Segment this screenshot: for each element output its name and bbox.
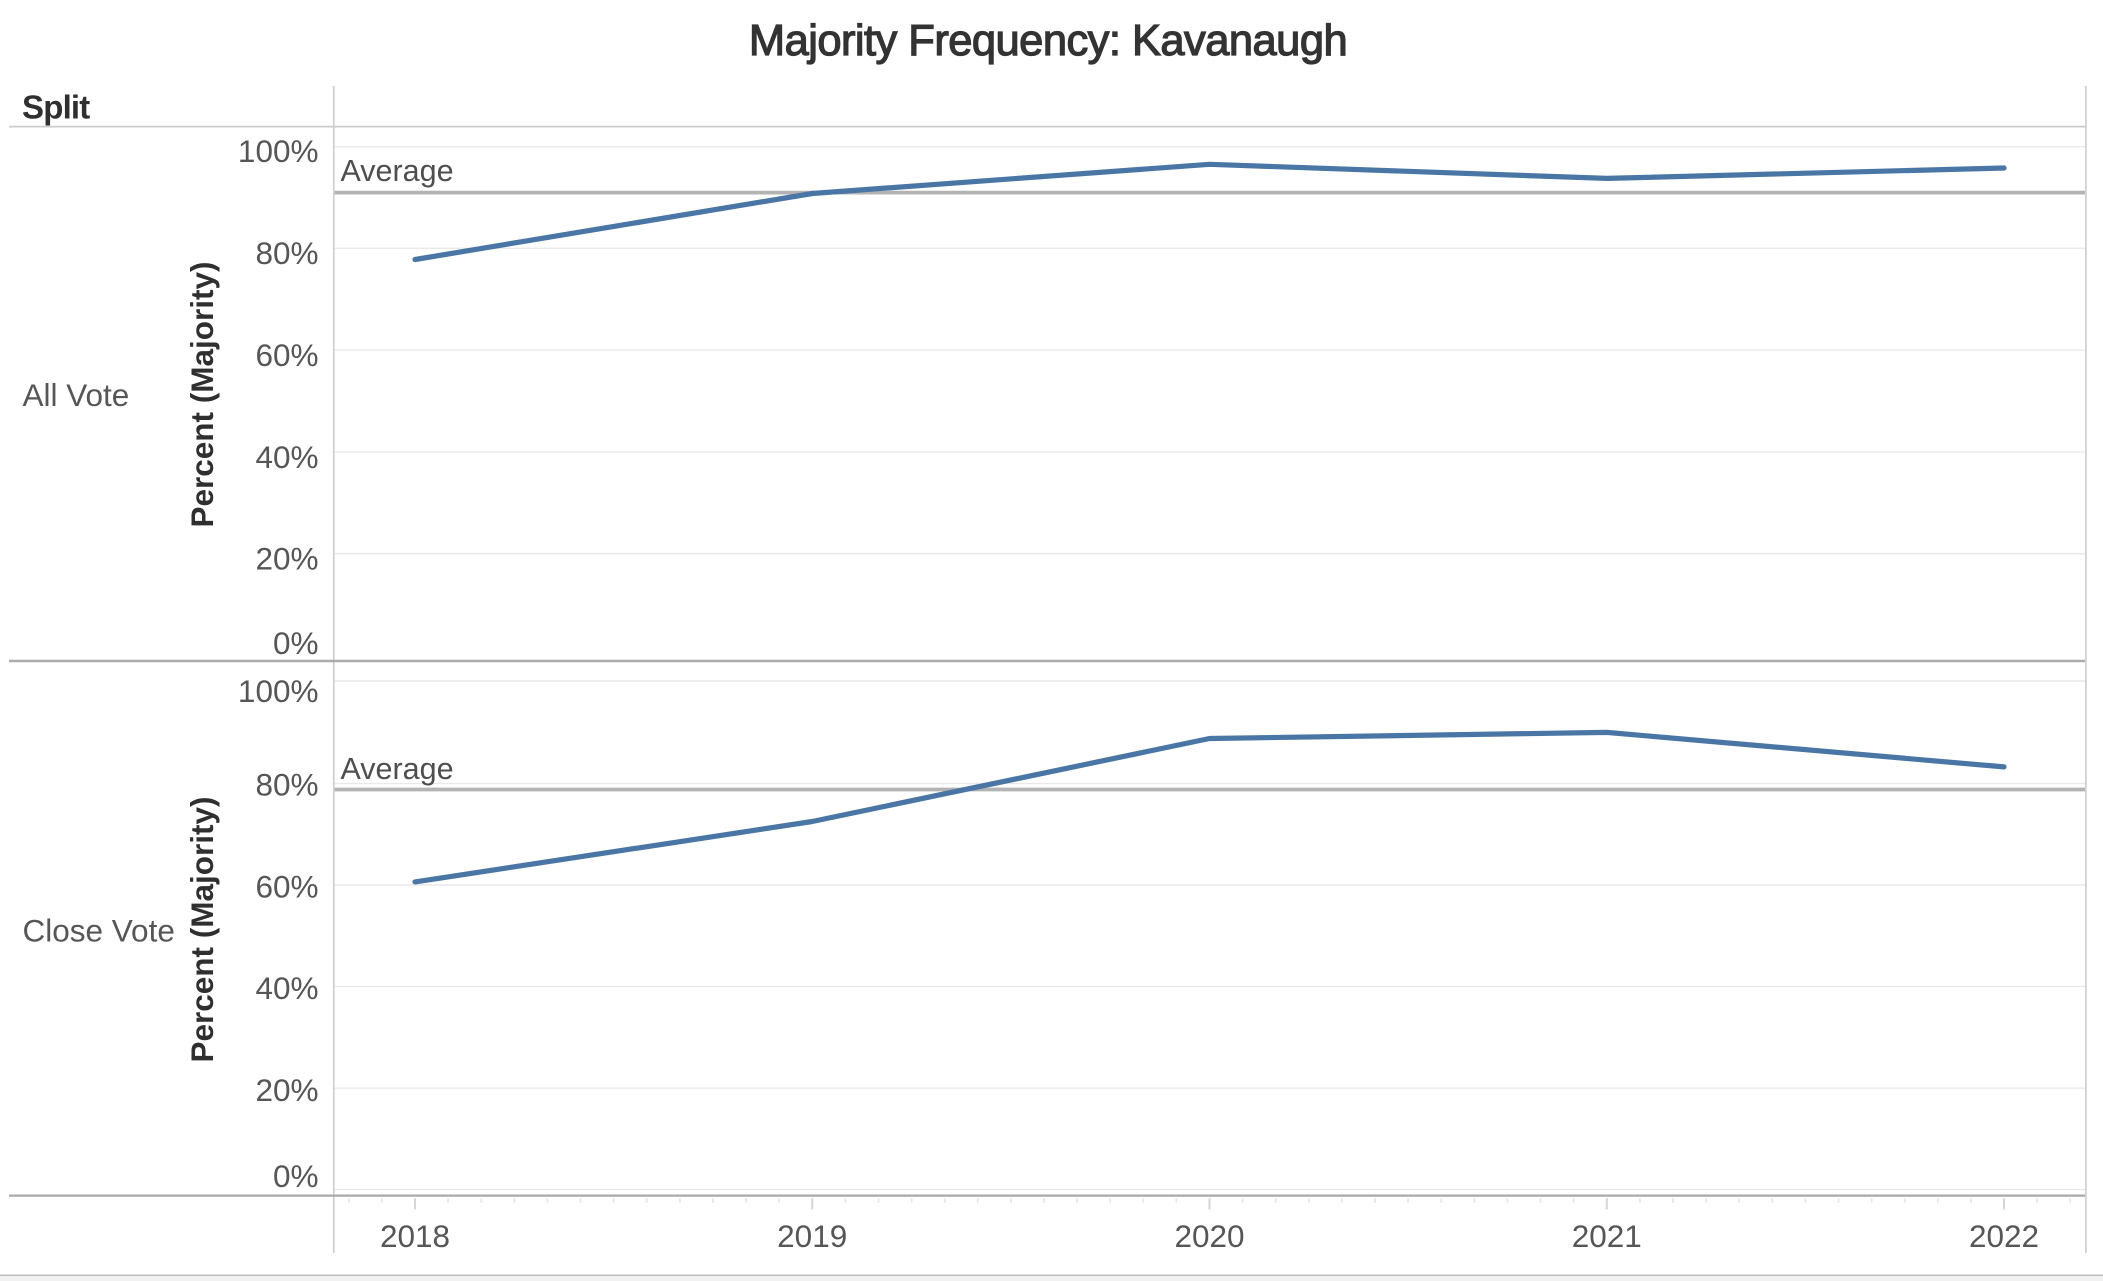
svg-text:Average: Average	[341, 752, 454, 786]
svg-text:Percent (Majority): Percent (Majority)	[184, 261, 220, 527]
svg-text:2021: 2021	[1572, 1218, 1642, 1254]
svg-text:40%: 40%	[255, 439, 318, 475]
svg-text:Percent (Majority): Percent (Majority)	[184, 796, 220, 1062]
svg-text:Average: Average	[341, 154, 454, 188]
svg-text:2018: 2018	[380, 1218, 450, 1254]
svg-text:20%: 20%	[255, 541, 318, 577]
svg-text:40%: 40%	[255, 970, 318, 1006]
svg-text:Close Vote: Close Vote	[23, 913, 175, 949]
svg-text:100%: 100%	[238, 133, 319, 169]
svg-text:2020: 2020	[1174, 1218, 1244, 1254]
svg-text:100%: 100%	[238, 673, 319, 709]
svg-text:2022: 2022	[1969, 1218, 2039, 1254]
svg-text:Split: Split	[22, 88, 90, 125]
svg-text:20%: 20%	[255, 1072, 318, 1108]
svg-text:2019: 2019	[777, 1218, 847, 1254]
svg-text:0%: 0%	[273, 625, 319, 661]
svg-text:60%: 60%	[255, 868, 318, 904]
svg-text:60%: 60%	[255, 337, 318, 373]
svg-text:All Vote: All Vote	[23, 377, 130, 413]
svg-text:80%: 80%	[255, 235, 318, 271]
svg-text:0%: 0%	[273, 1158, 319, 1194]
svg-text:Majority Frequency: Kavanaugh: Majority Frequency: Kavanaugh	[749, 17, 1347, 65]
svg-text:80%: 80%	[255, 766, 318, 802]
